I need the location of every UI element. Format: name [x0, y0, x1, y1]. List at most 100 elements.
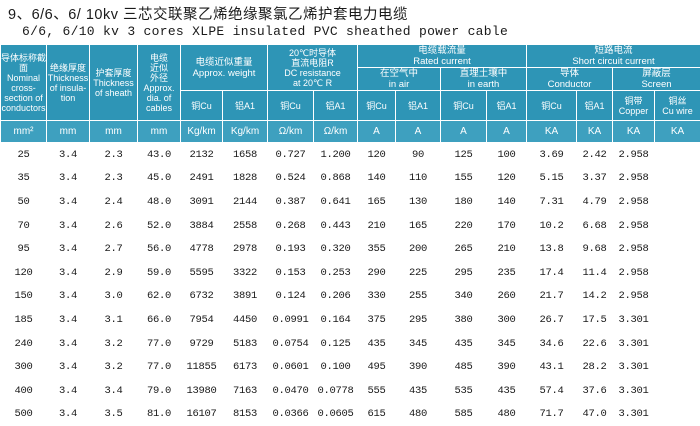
- table-cell: 2.958: [613, 214, 655, 238]
- table-cell: 7954: [181, 308, 223, 332]
- table-cell: 47.0: [577, 403, 613, 426]
- table-cell: 0.524: [268, 167, 314, 191]
- table-cell: 0.253: [314, 261, 358, 285]
- table-cell: 3.37: [577, 167, 613, 191]
- table-cell: 3.4: [90, 379, 138, 403]
- table-cell: 2558: [223, 214, 268, 238]
- table-cell: 0.124: [268, 285, 314, 309]
- table-cell: 120: [358, 143, 396, 167]
- table-cell: 0.125: [314, 332, 358, 356]
- table-cell: [655, 285, 700, 309]
- table-cell: 3884: [181, 214, 223, 238]
- table-cell: 240: [1, 332, 47, 356]
- table-cell: 56.0: [138, 237, 181, 261]
- table-cell: 3.4: [47, 167, 90, 191]
- table-cell: 2132: [181, 143, 223, 167]
- table-cell: 77.0: [138, 355, 181, 379]
- table-cell: 0.387: [268, 190, 314, 214]
- table-cell: 9.68: [577, 237, 613, 261]
- table-cell: 77.0: [138, 332, 181, 356]
- page-title-cn: 9、6/6、6/ 10kv 三芯交联聚乙烯绝缘聚氯乙烯护套电力电缆: [8, 3, 408, 24]
- table-cell: 120: [487, 167, 527, 191]
- table-cell: 0.268: [268, 214, 314, 238]
- table-cell: 165: [396, 214, 441, 238]
- table-cell: 0.320: [314, 237, 358, 261]
- col-header-resist-al: 铝A1: [314, 91, 358, 121]
- table-cell: 26.7: [527, 308, 577, 332]
- unit-cell: A: [487, 121, 527, 143]
- table-cell: 185: [1, 308, 47, 332]
- table-cell: 22.6: [577, 332, 613, 356]
- table-cell: 3.4: [47, 332, 90, 356]
- table-cell: 435: [358, 332, 396, 356]
- col-header-weight-cu: 铜Cu: [181, 91, 223, 121]
- table-cell: 3.301: [613, 355, 655, 379]
- table-cell: 2.6: [90, 214, 138, 238]
- table-cell: 35: [1, 167, 47, 191]
- table-cell: 295: [396, 308, 441, 332]
- table-cell: 435: [487, 379, 527, 403]
- table-cell: 43.1: [527, 355, 577, 379]
- table-cell: 125: [441, 143, 487, 167]
- table-cell: 3.4: [47, 355, 90, 379]
- table-cell: 4450: [223, 308, 268, 332]
- unit-cell: Kg/km: [223, 121, 268, 143]
- table-cell: [655, 332, 700, 356]
- table-cell: [655, 379, 700, 403]
- table-cell: [655, 237, 700, 261]
- table-cell: 200: [396, 237, 441, 261]
- table-cell: 3.1: [90, 308, 138, 332]
- table-cell: [655, 143, 700, 167]
- unit-cell: mm: [90, 121, 138, 143]
- table-cell: 480: [487, 403, 527, 426]
- table-cell: 52.0: [138, 214, 181, 238]
- table-cell: 3.4: [47, 285, 90, 309]
- table-cell: 59.0: [138, 261, 181, 285]
- unit-cell: Kg/km: [181, 121, 223, 143]
- table-cell: 0.0605: [314, 403, 358, 426]
- table-cell: [655, 190, 700, 214]
- table-cell: 66.0: [138, 308, 181, 332]
- table-cell: 3.301: [613, 403, 655, 426]
- table-cell: 81.0: [138, 403, 181, 426]
- table-cell: 2.958: [613, 143, 655, 167]
- table-cell: 165: [358, 190, 396, 214]
- table-cell: 6732: [181, 285, 223, 309]
- table-cell: 585: [441, 403, 487, 426]
- col-header-sc-al: 铝A1: [577, 91, 613, 121]
- table-cell: 0.727: [268, 143, 314, 167]
- table-cell: 0.443: [314, 214, 358, 238]
- table-cell: 255: [396, 285, 441, 309]
- table-cell: 4778: [181, 237, 223, 261]
- col-header-sc-cu: 铜Cu: [527, 91, 577, 121]
- table-cell: 535: [441, 379, 487, 403]
- table-cell: 1828: [223, 167, 268, 191]
- table-cell: 3.2: [90, 355, 138, 379]
- table-cell: 6.68: [577, 214, 613, 238]
- table-cell: 2.4: [90, 190, 138, 214]
- unit-cell: Ω/km: [268, 121, 314, 143]
- table-cell: 3.69: [527, 143, 577, 167]
- table-cell: 615: [358, 403, 396, 426]
- table-cell: 21.7: [527, 285, 577, 309]
- table-cell: 180: [441, 190, 487, 214]
- col-header-earth-cu: 铜Cu: [441, 91, 487, 121]
- table-cell: 0.0470: [268, 379, 314, 403]
- table-cell: 480: [396, 403, 441, 426]
- table-cell: 2.958: [613, 237, 655, 261]
